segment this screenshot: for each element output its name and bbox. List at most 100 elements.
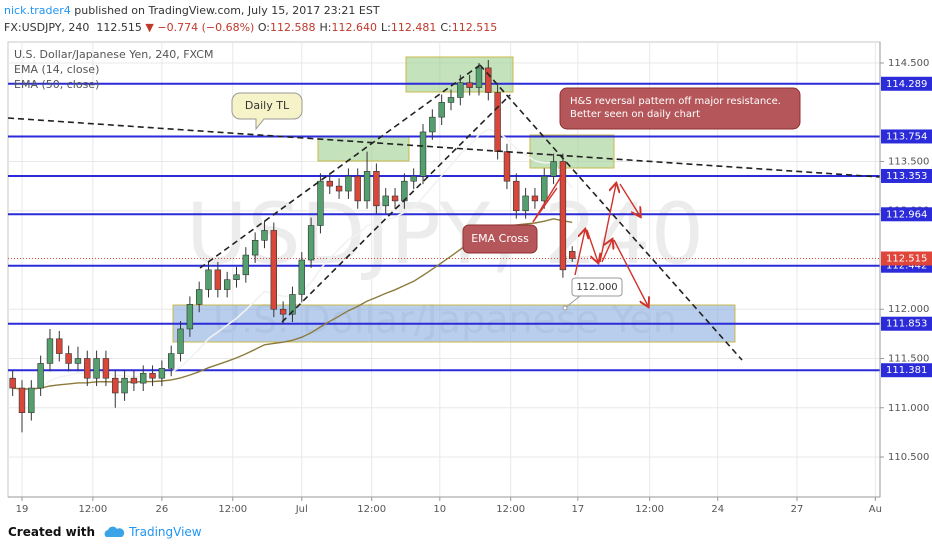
candle-body (475, 67, 483, 88)
x-tick-label: 10 (433, 504, 446, 515)
candle-body (279, 308, 287, 315)
x-tick-label: 12:00 (78, 504, 107, 515)
ohlc: O:112.588 H:112.640 L:112.481 C:112.515 (258, 21, 501, 34)
level-badge (881, 316, 932, 331)
x-tick-label: 19 (16, 504, 29, 515)
legend-entry: EMA (14, close) (14, 63, 99, 76)
candle-body (531, 195, 539, 202)
candle-body (9, 377, 16, 389)
arrow (613, 239, 648, 306)
level-label: 113.754 (886, 131, 927, 142)
candle-body (317, 180, 324, 226)
candle-body (74, 358, 82, 364)
candle-body (65, 353, 72, 364)
candle-body (429, 116, 436, 133)
ohlc-label: O: (257, 21, 270, 34)
x-tick-label: 12:00 (218, 504, 247, 515)
header: nick.trader4 published on TradingView.co… (4, 2, 501, 36)
y-tick-label: 111.500 (888, 354, 929, 365)
candle-body (102, 358, 110, 379)
x-tick-label: 12:00 (357, 504, 386, 515)
symbol: FX:USDJPY, 240 (4, 21, 90, 34)
candle-body (298, 259, 305, 295)
callout-box (559, 87, 801, 130)
y-tick-label: 110.500 (888, 452, 929, 463)
candle-body (513, 180, 520, 212)
candle-body (130, 377, 138, 384)
ohlc-value: 112.515 (451, 21, 498, 34)
x-tick-label: 27 (791, 504, 804, 515)
grid (8, 42, 880, 497)
candle-body (140, 372, 147, 384)
candle-body (485, 67, 492, 93)
candle-body (494, 92, 501, 152)
candle-body (363, 171, 371, 202)
author[interactable]: nick.trader4 (4, 4, 71, 17)
callout-text: Daily TL (245, 99, 290, 112)
candle-body (391, 195, 399, 202)
levels (8, 82, 880, 372)
candle-body (112, 377, 119, 394)
candle-body (569, 251, 576, 259)
candle-body (354, 175, 361, 202)
level-badge (881, 207, 932, 222)
candle-body (158, 368, 166, 379)
level-badge (881, 76, 932, 91)
callout-text: EMA Cross (471, 232, 529, 245)
logo (104, 526, 125, 537)
level-badge (881, 168, 932, 183)
candle-body (18, 387, 26, 413)
callouts: Daily TL H&S reversal pattern off major … (231, 87, 801, 311)
candle-body (205, 269, 212, 290)
candle-body (419, 131, 427, 177)
x-tick-label: 12:00 (496, 504, 525, 515)
change: ▼ −0.774 (−0.68%) (145, 21, 255, 34)
trendline (199, 64, 481, 269)
candle-body (410, 175, 417, 182)
x-tick-label: 26 (156, 504, 169, 515)
candle-body (251, 239, 259, 256)
candle-body (550, 161, 557, 177)
candle-body (233, 274, 240, 280)
x-tick-label: 24 (711, 504, 724, 515)
candle-body (447, 97, 455, 103)
callout-box (571, 277, 623, 297)
arrow (586, 229, 598, 262)
y-tick-label: 114.500 (888, 58, 929, 69)
candle-body (270, 230, 277, 310)
x-tick-label: Jul (295, 504, 308, 515)
candle-body (93, 358, 100, 379)
arrow (532, 174, 563, 223)
last: 112.515 (96, 21, 142, 34)
level-badge (881, 363, 932, 378)
header-line: FX:USDJPY, 240 112.515 ▼ −0.774 (−0.68%)… (4, 19, 501, 36)
level-label: 112.964 (886, 209, 927, 220)
y-tick-label: 111.000 (888, 403, 929, 414)
last-price-badge (881, 251, 932, 266)
header-line: nick.trader4 published on TradingView.co… (4, 2, 501, 19)
created: Created with (8, 525, 96, 539)
level-label: 111.853 (886, 319, 927, 330)
brand[interactable]: TradingView (129, 525, 202, 539)
ohlc-label: C: (440, 21, 452, 34)
level-label: 113.353 (886, 171, 927, 182)
candle-body (289, 294, 296, 315)
candle-body (242, 254, 250, 276)
ohlc-value: 112.481 (390, 21, 437, 34)
candle-body (466, 82, 473, 88)
candle-body (56, 338, 63, 354)
candle-body (345, 175, 352, 192)
legend-title: U.S. Dollar/Japanese Yen, 240, FXCM (14, 48, 213, 61)
y-tick-label: 112.000 (888, 304, 929, 315)
candle-body (457, 82, 464, 98)
x-tick-label: Au (869, 504, 882, 515)
trendlines (7, 64, 881, 361)
trendline (479, 64, 743, 361)
arrows (532, 174, 648, 306)
candle-body (326, 180, 333, 187)
published: published on TradingView.com, July 15, 2… (74, 4, 380, 17)
arrow (599, 184, 616, 263)
arrow (601, 240, 612, 263)
trendline (281, 94, 511, 323)
